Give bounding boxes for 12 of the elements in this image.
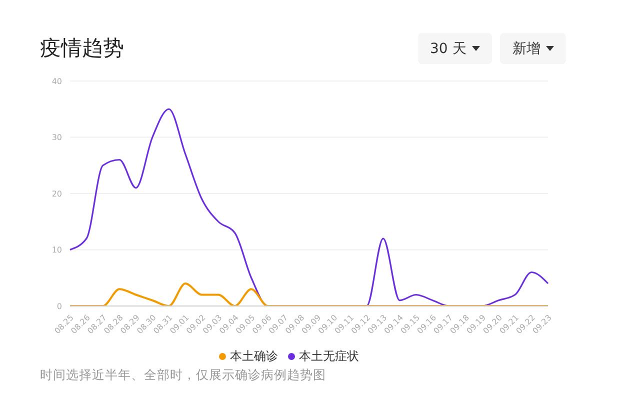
y-tick-label: 10 [52, 246, 62, 255]
chart-title: 疫情趋势 [40, 35, 124, 62]
y-tick-label: 30 [52, 133, 62, 142]
line-series [69, 282, 549, 306]
text: 时间选择近半年、全部时，仅展示确诊病例趋势图 [40, 367, 326, 384]
legend-label: 本土确诊 [230, 348, 278, 365]
dropdown-field: 新增 [500, 33, 566, 64]
dropdown-field: 30 天 [418, 33, 492, 64]
y-tick-label: 0 [56, 302, 62, 311]
legend-label: 本土无症状 [299, 348, 359, 365]
y-tick-label: 40 [52, 76, 62, 86]
y-tick-label: 20 [52, 189, 62, 198]
